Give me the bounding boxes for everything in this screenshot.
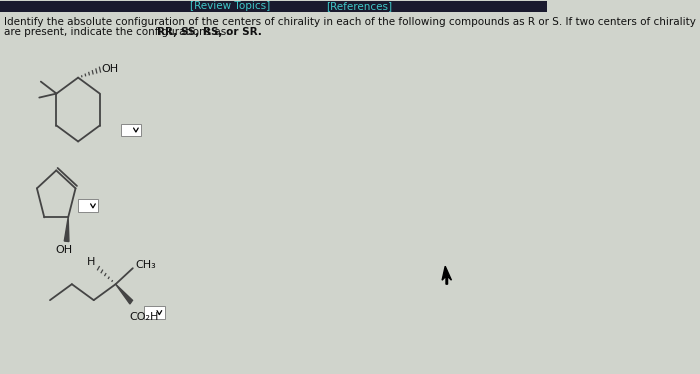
Polygon shape xyxy=(116,284,132,304)
Text: OH: OH xyxy=(56,245,73,255)
Text: are present, indicate the configurations as:: are present, indicate the configurations… xyxy=(4,27,233,37)
Text: [Review Topics]: [Review Topics] xyxy=(190,1,270,11)
Polygon shape xyxy=(64,217,69,242)
Bar xyxy=(121,123,141,137)
Text: [References]: [References] xyxy=(326,1,393,11)
Text: Identify the absolute configuration of the centers of chirality in each of the f: Identify the absolute configuration of t… xyxy=(4,17,696,27)
Text: H: H xyxy=(86,257,94,267)
Text: CO₂H: CO₂H xyxy=(130,312,159,322)
Polygon shape xyxy=(442,266,452,284)
Text: OH: OH xyxy=(102,64,119,74)
Bar xyxy=(78,199,99,212)
Text: RR, SS, RS, or SR.: RR, SS, RS, or SR. xyxy=(157,27,262,37)
Text: CH₃: CH₃ xyxy=(135,260,156,270)
Bar xyxy=(0,1,547,12)
Bar xyxy=(144,306,164,319)
